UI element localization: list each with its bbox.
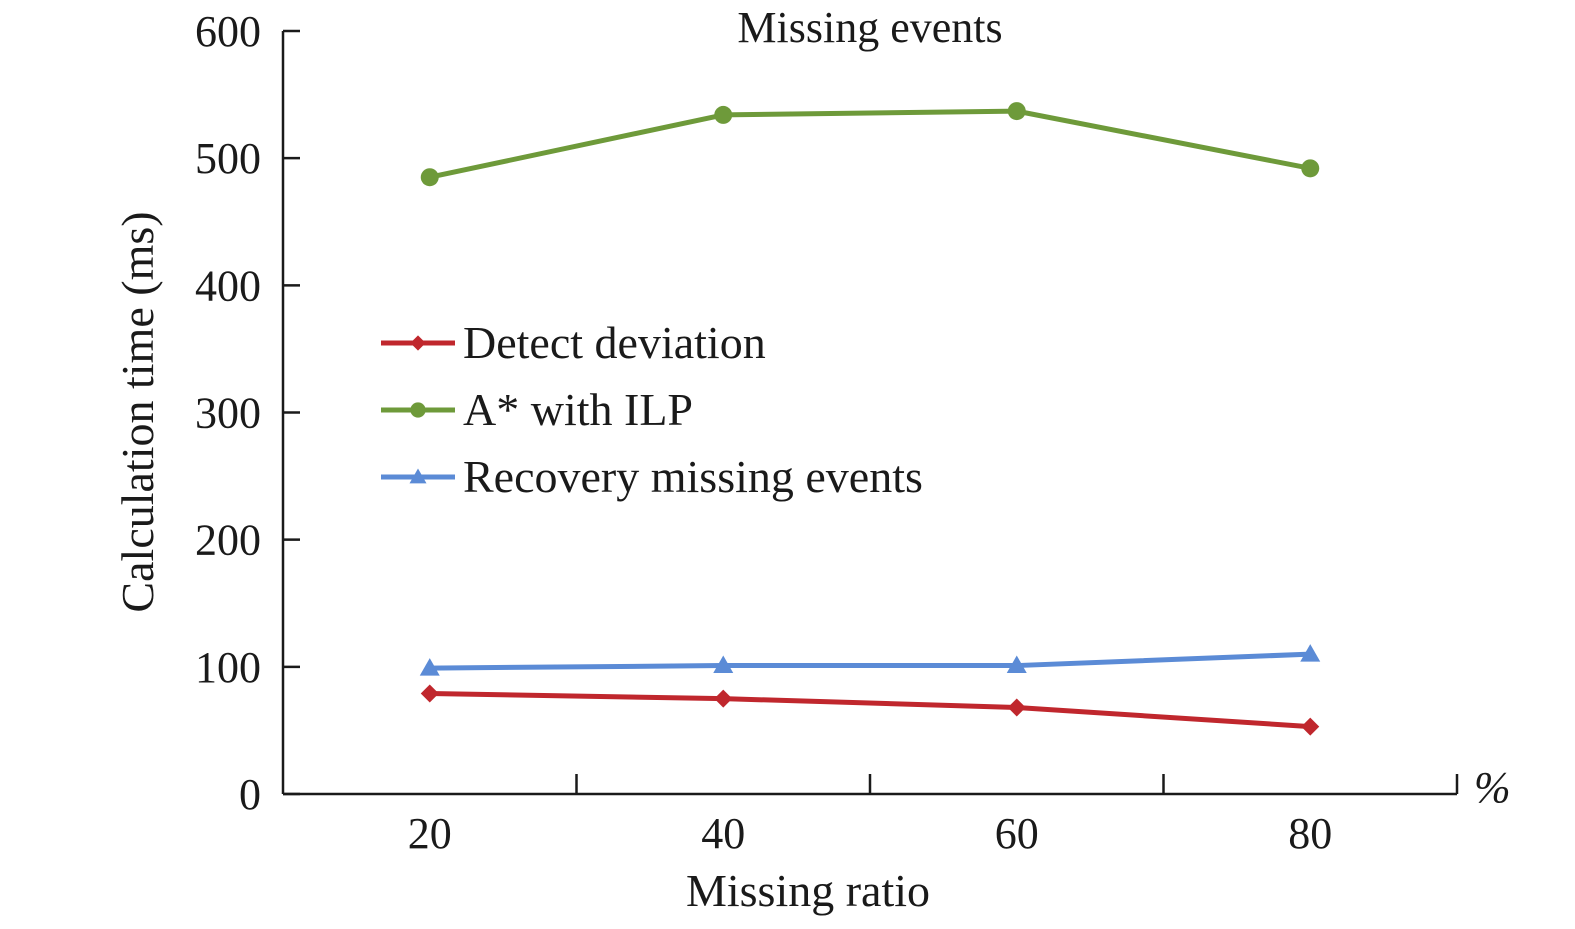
x-axis-unit: %	[1474, 763, 1511, 812]
y-tick-label: 0	[239, 770, 261, 819]
x-axis-ticks: 20 40 60 80	[408, 774, 1459, 858]
legend: Detect deviation A* with ILP Recovery miss…	[381, 317, 923, 502]
axes	[281, 31, 1457, 796]
data-point	[420, 684, 439, 703]
legend-marker	[409, 468, 427, 484]
legend-label: Recovery missing events	[463, 451, 923, 502]
series-line	[429, 108, 1311, 180]
x-axis-title: Missing ratio	[686, 865, 930, 916]
series-line	[429, 691, 1311, 730]
legend-label: Detect deviation	[463, 317, 766, 368]
x-tick-label: 60	[995, 809, 1039, 858]
data-point	[714, 689, 733, 708]
data-point	[1300, 644, 1321, 662]
y-tick-label: 200	[195, 516, 261, 565]
x-tick-label: 40	[701, 809, 745, 858]
data-point	[1301, 159, 1320, 178]
data-point	[1007, 698, 1026, 717]
data-point	[714, 105, 733, 124]
series-line	[429, 651, 1311, 671]
data-point	[1007, 102, 1026, 121]
y-tick-label: 300	[195, 389, 261, 438]
series-0	[420, 684, 1320, 736]
y-tick-label: 100	[195, 643, 261, 692]
series-2	[419, 644, 1321, 676]
x-tick-label: 80	[1288, 809, 1332, 858]
y-tick-label: 500	[195, 134, 261, 183]
x-tick-label: 20	[408, 809, 452, 858]
legend-marker	[410, 335, 426, 351]
legend-label: A* with ILP	[463, 384, 693, 435]
y-axis-ticks: 0 100 200 300 400 500 600	[195, 7, 300, 819]
legend-item: Detect deviation	[381, 317, 766, 368]
data-point	[419, 658, 440, 676]
y-axis-title: Calculation time (ms)	[112, 211, 163, 612]
data-point	[1301, 717, 1320, 736]
y-tick-label: 600	[195, 7, 261, 56]
chart-title: Missing events	[737, 3, 1002, 52]
data-point	[420, 168, 439, 187]
series-1	[420, 102, 1320, 187]
legend-item: Recovery missing events	[381, 451, 923, 502]
data-point	[1006, 655, 1027, 674]
legend-item: A* with ILP	[381, 384, 693, 435]
data-point	[713, 655, 734, 674]
legend-marker	[410, 402, 426, 418]
y-tick-label: 400	[195, 261, 261, 310]
series-layer	[419, 102, 1321, 736]
